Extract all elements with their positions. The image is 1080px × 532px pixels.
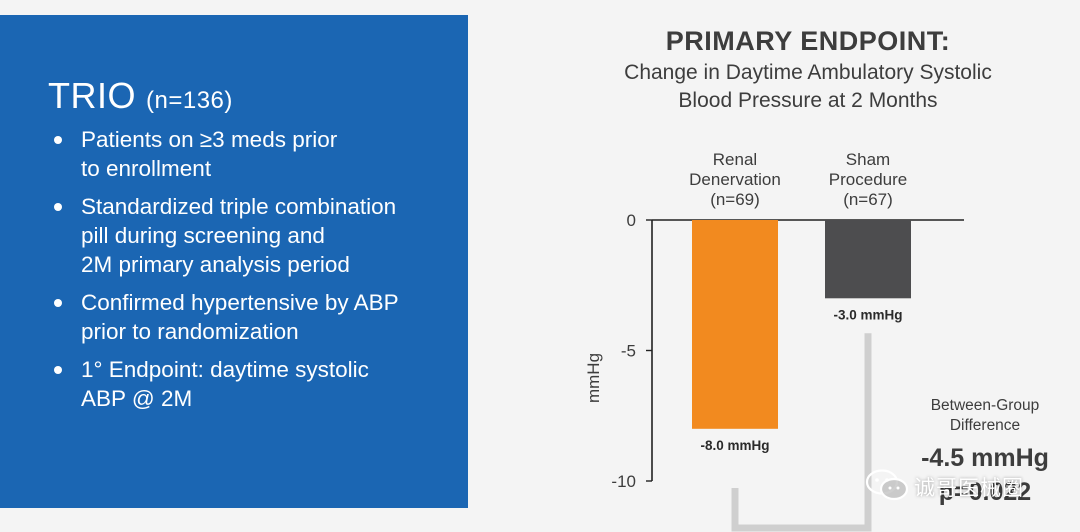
category-label-line: (n=69) (710, 190, 760, 209)
chart-subtitle-line: Blood Pressure at 2 Months (678, 89, 937, 112)
bullet-text-line: prior to randomization (81, 319, 299, 344)
renal-denervation-bar (692, 220, 778, 429)
chart-subtitle-line: Change in Daytime Ambulatory Systolic (624, 61, 992, 84)
y-tick-label: 0 (627, 211, 636, 230)
study-bullet-item: Confirmed hypertensive by ABP prior to ra… (48, 288, 448, 346)
bullet-text-line: ABP @ 2M (81, 386, 193, 411)
difference-label-line: Difference (950, 417, 1020, 434)
study-bullet-item: 1° Endpoint: daytime systolic ABP @ 2M (48, 355, 448, 413)
category-label-line: (n=67) (843, 190, 893, 209)
wechat-logo-icon (865, 469, 909, 501)
sham-procedure-bar (825, 220, 911, 299)
difference-label-line: Between-Group (931, 397, 1040, 414)
bullet-text-line: Confirmed hypertensive by ABP (81, 290, 399, 315)
y-tick-label: -5 (621, 342, 636, 361)
bullet-text-line: 1° Endpoint: daytime systolic (81, 357, 369, 382)
bullet-text-line: pill during screening and (81, 223, 325, 248)
bar-value-label: -8.0 mmHg (700, 438, 769, 453)
bullet-dot-icon (54, 366, 62, 374)
bullet-text-line: 2M primary analysis period (81, 252, 350, 277)
bullet-dot-icon (54, 203, 62, 211)
study-bullet-item: Patients on ≥3 meds prior to enrollment (48, 125, 448, 183)
watermark-text: 诚哥医械圈 (914, 477, 1024, 500)
bar-value-label: -3.0 mmHg (833, 307, 902, 322)
category-label-line: Renal (713, 150, 757, 169)
study-bullet-item: Standardized triple combination pill duri… (48, 192, 448, 279)
y-tick-label: -10 (611, 472, 636, 491)
difference-pvalue: p=0.022 (939, 478, 1031, 506)
study-title: TRIO (n=136) (48, 75, 233, 117)
category-label-line: Denervation (689, 170, 781, 189)
difference-value: -4.5 mmHg (921, 444, 1049, 472)
bullet-dot-icon (54, 299, 62, 307)
bullet-dot-icon (54, 136, 62, 144)
category-label-line: Procedure (829, 170, 907, 189)
bullet-text-line: Patients on ≥3 meds prior (81, 127, 338, 152)
study-info-panel: TRIO (n=136) Patients on ≥3 meds prior to … (0, 15, 468, 508)
category-label-line: Sham (846, 150, 890, 169)
study-sample-size: (n=136) (146, 87, 233, 114)
bullet-text-line: to enrollment (81, 156, 212, 181)
study-bullet-list: Patients on ≥3 meds prior to enrollment St… (48, 125, 448, 422)
study-name: TRIO (48, 75, 136, 116)
y-axis-label: mmHg (584, 353, 603, 403)
bullet-text-line: Standardized triple combination (81, 194, 397, 219)
chart-title: PRIMARY ENDPOINT: (666, 26, 951, 56)
difference-bracket (731, 333, 872, 532)
